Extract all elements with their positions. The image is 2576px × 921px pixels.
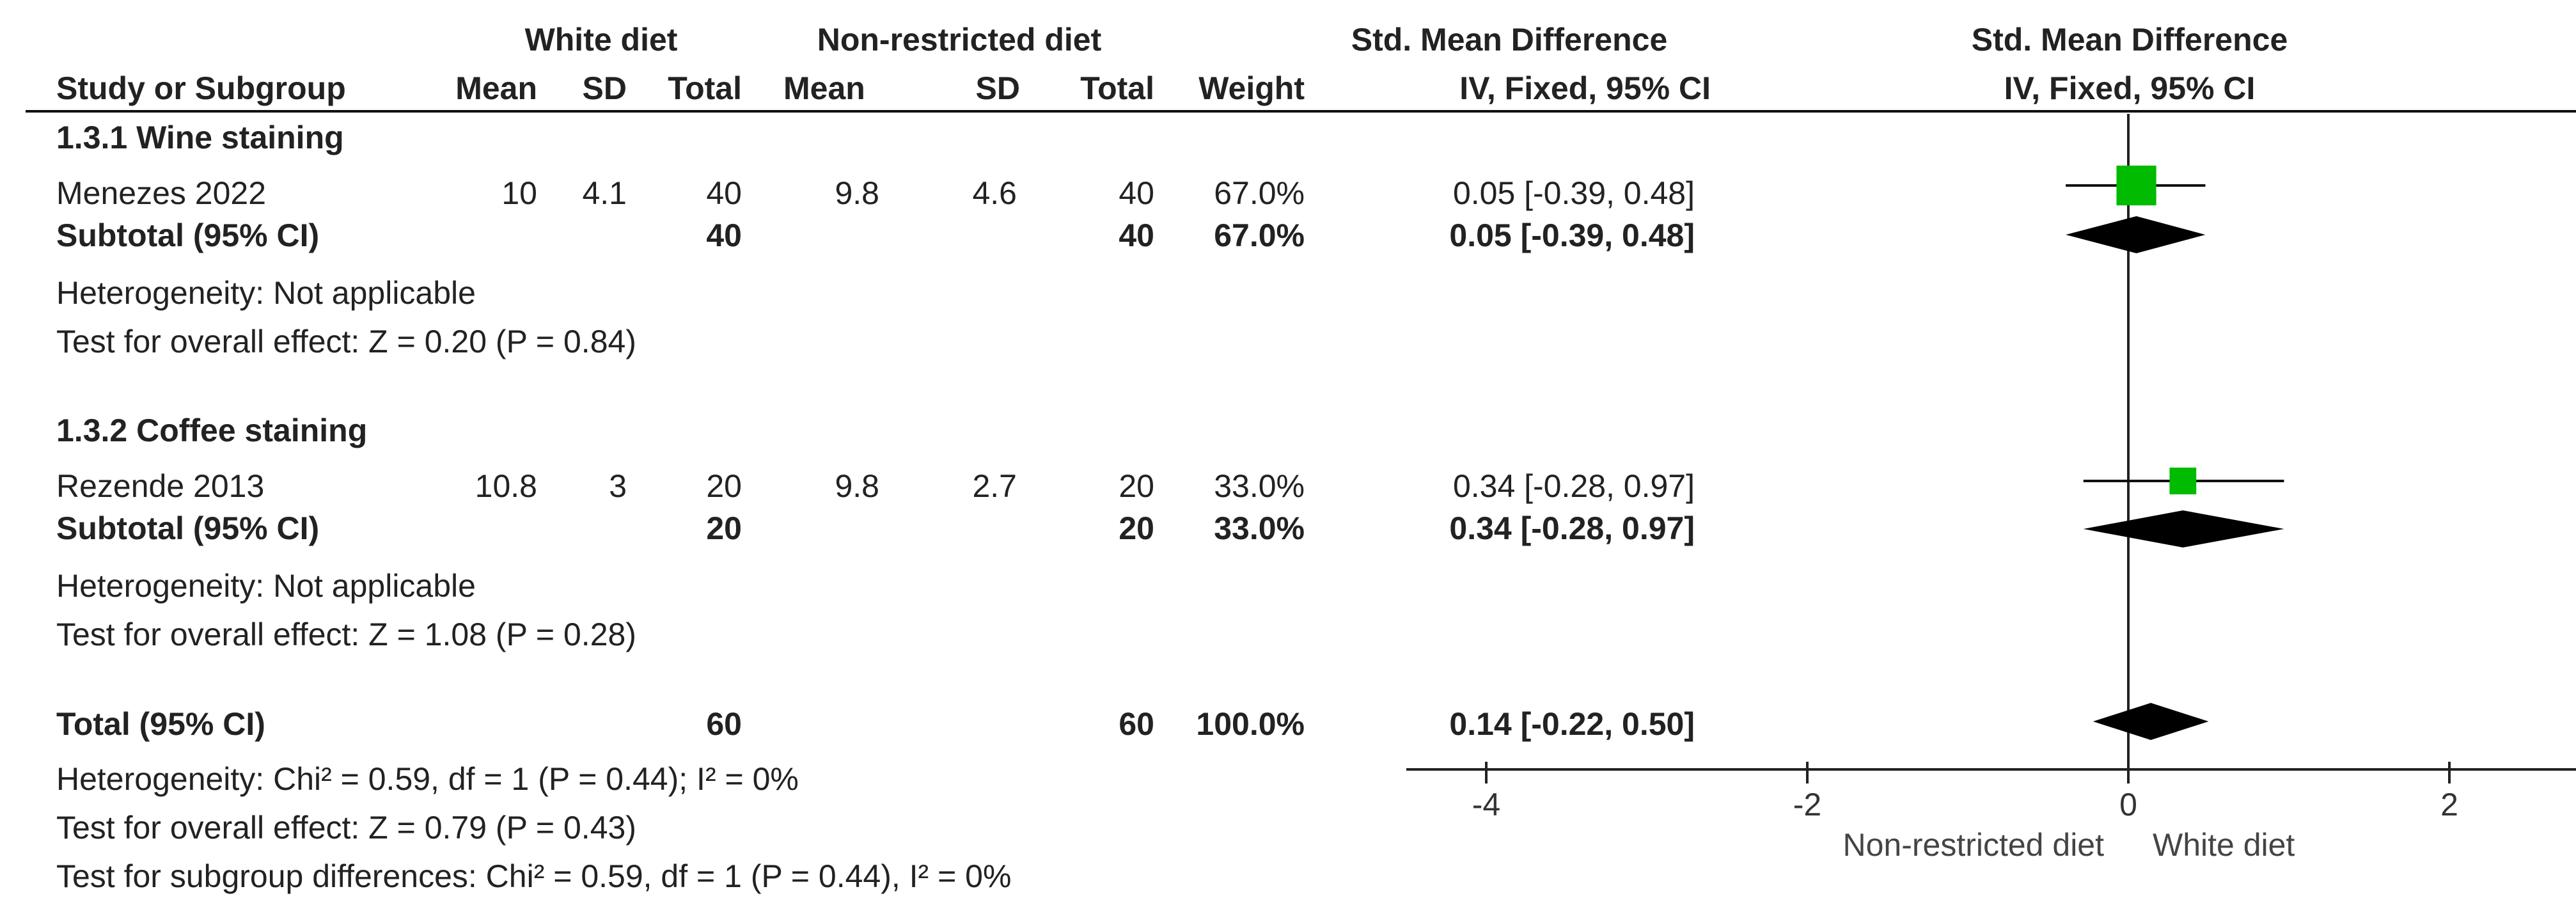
study-square [2116, 165, 2156, 206]
heterogeneity-wine: Heterogeneity: Not applicable [56, 275, 476, 311]
mean-header-nonres: Mean [783, 70, 865, 106]
total-header-white: Total [668, 70, 742, 106]
study-square [2169, 468, 2197, 494]
x-tick-label: 2 [2440, 787, 2458, 823]
subtotal-weight-wine: 67.0% [1214, 217, 1305, 253]
axis-label-favours-nonrestricted: Non-restricted diet [1843, 827, 2105, 863]
mean-nonres-menezes: 9.8 [835, 175, 879, 211]
sd-header-nonres: SD [975, 70, 1020, 106]
study-column-header: Study or Subgroup [56, 70, 346, 106]
subtotal-total-nonres-wine: 40 [1119, 217, 1154, 253]
ci-menezes: 0.05 [-0.39, 0.48] [1452, 175, 1695, 211]
x-tick-label: -4 [1472, 787, 1500, 823]
x-tick-label: -2 [1793, 787, 1821, 823]
overall-effect-total: Test for overall effect: Z = 0.79 (P = 0… [56, 810, 636, 846]
subgroup-title-coffee: 1.3.2 Coffee staining [56, 413, 368, 448]
overall-effect-coffee: Test for overall effect: Z = 1.08 (P = 0… [56, 617, 636, 652]
smd-plot-method: IV, Fixed, 95% CI [2004, 70, 2256, 106]
subtotal-total-nonres-coffee: 20 [1119, 510, 1154, 546]
total-nonres-menezes: 40 [1119, 175, 1154, 211]
header-rule [26, 110, 2576, 113]
axis-label-favours-white: White diet [2153, 827, 2295, 863]
total-white-rezende: 20 [706, 468, 742, 504]
subtotal-label-coffee: Subtotal (95% CI) [56, 510, 320, 546]
total-nonres: 60 [1119, 706, 1154, 742]
sd-nonres-menezes: 4.6 [972, 175, 1017, 211]
weight-rezende: 33.0% [1214, 468, 1305, 504]
group-header-white-diet: White diet [524, 22, 678, 58]
heterogeneity-coffee: Heterogeneity: Not applicable [56, 568, 476, 604]
smd-table-method: IV, Fixed, 95% CI [1459, 70, 1711, 106]
subgroup-title-wine: 1.3.1 Wine staining [56, 120, 344, 155]
total-nonres-rezende: 20 [1119, 468, 1154, 504]
total-label: Total (95% CI) [56, 706, 265, 742]
subtotal-weight-coffee: 33.0% [1214, 510, 1305, 546]
total-header-nonres: Total [1080, 70, 1154, 106]
weight-menezes: 67.0% [1214, 175, 1305, 211]
total-white-menezes: 40 [706, 175, 742, 211]
subtotal-total-white-coffee: 20 [706, 510, 742, 546]
pooled-diamond [2066, 216, 2206, 253]
x-tick-label: 0 [2119, 787, 2137, 823]
smd-table-header: Std. Mean Difference [1351, 22, 1668, 58]
mean-header-white: Mean [455, 70, 537, 106]
mean-nonres-rezende: 9.8 [835, 468, 879, 504]
mean-white-rezende: 10.8 [475, 468, 537, 504]
pooled-diamond [2093, 703, 2209, 740]
study-name-menezes: Menezes 2022 [56, 175, 267, 211]
weight-header: Weight [1198, 70, 1305, 106]
smd-plot-header: Std. Mean Difference [1971, 22, 2288, 58]
subtotal-label-wine: Subtotal (95% CI) [56, 217, 320, 253]
sd-header-white: SD [582, 70, 627, 106]
total-ci: 0.14 [-0.22, 0.50] [1449, 706, 1695, 742]
mean-white-menezes: 10 [501, 175, 537, 211]
sd-white-rezende: 3 [609, 468, 627, 504]
subtotal-ci-wine: 0.05 [-0.39, 0.48] [1449, 217, 1695, 253]
heterogeneity-total: Heterogeneity: Chi² = 0.59, df = 1 (P = … [56, 761, 799, 797]
pooled-diamond [2083, 510, 2284, 547]
ci-rezende: 0.34 [-0.28, 0.97] [1452, 468, 1695, 504]
total-weight: 100.0% [1196, 706, 1305, 742]
sd-white-menezes: 4.1 [582, 175, 627, 211]
total-white: 60 [706, 706, 742, 742]
subtotal-total-white-wine: 40 [706, 217, 742, 253]
group-header-nonrestricted-diet: Non-restricted diet [817, 22, 1102, 58]
subgroup-differences-test: Test for subgroup differences: Chi² = 0.… [56, 858, 1012, 894]
subtotal-ci-coffee: 0.34 [-0.28, 0.97] [1449, 510, 1695, 546]
study-name-rezende: Rezende 2013 [56, 468, 265, 504]
sd-nonres-rezende: 2.7 [972, 468, 1017, 504]
overall-effect-wine: Test for overall effect: Z = 0.20 (P = 0… [56, 324, 636, 359]
